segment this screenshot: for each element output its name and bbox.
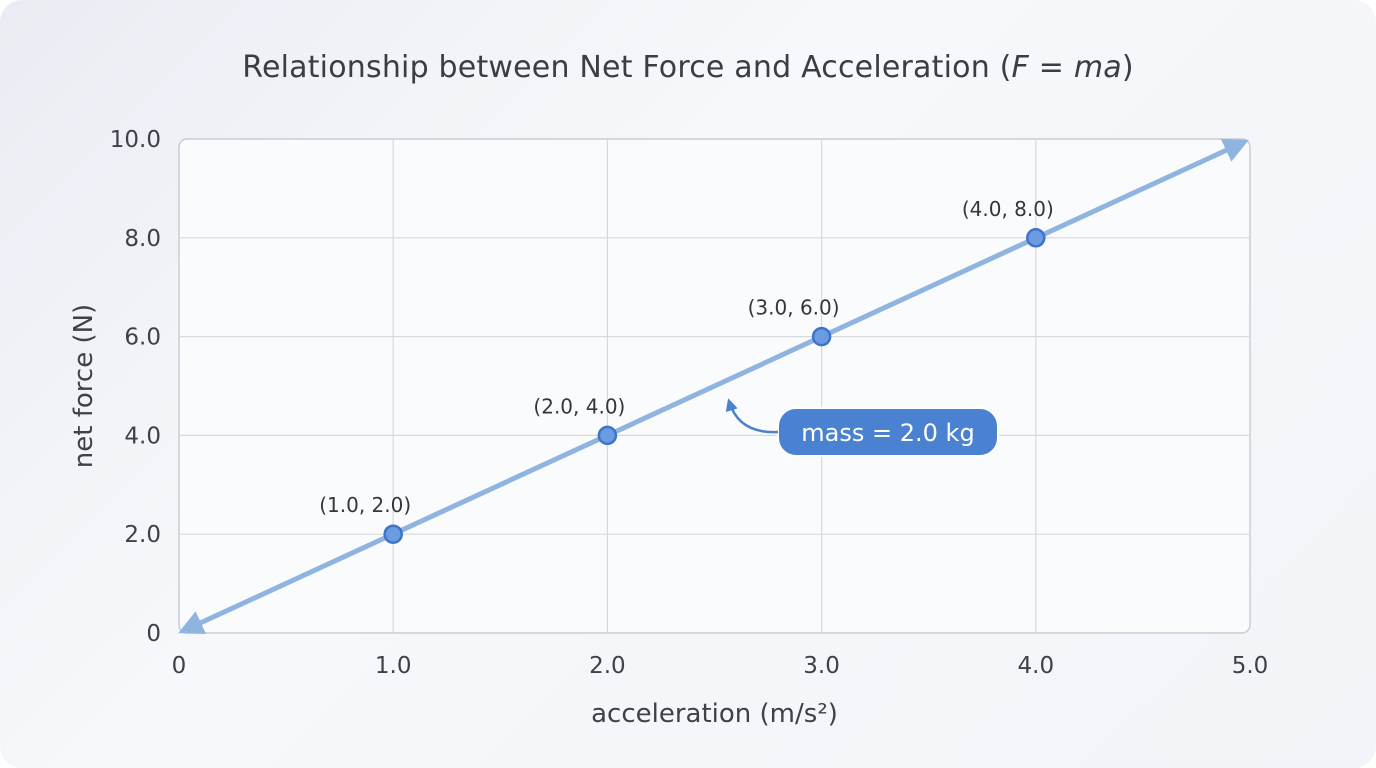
y-tick-label: 6.0 [124, 325, 161, 351]
data-point-marker [383, 524, 403, 544]
x-tick-labels: 0 1.0 2.0 3.0 4.0 5.0 [172, 653, 1269, 679]
x-tick-label: 2.0 [589, 653, 626, 679]
x-tick-label: 3.0 [803, 653, 840, 679]
data-point-label: (1.0, 2.0) [319, 493, 411, 517]
x-tick-label: 4.0 [1018, 653, 1055, 679]
y-tick-label: 10.0 [110, 127, 161, 153]
x-tick-label: 0 [172, 653, 187, 679]
y-tick-label: 0 [146, 621, 161, 647]
y-tick-label: 8.0 [124, 226, 161, 252]
x-tick-label: 5.0 [1232, 653, 1269, 679]
callout-text: mass = 2.0 kg [801, 419, 974, 447]
data-point-label: (4.0, 8.0) [962, 197, 1054, 221]
mass-callout: mass = 2.0 kg [725, 398, 999, 457]
data-point-label: (2.0, 4.0) [533, 394, 625, 418]
y-tick-label: 4.0 [124, 423, 161, 449]
data-point-marker [811, 326, 832, 347]
force-line [178, 138, 1249, 635]
data-point-marker [1026, 228, 1046, 248]
callout-arrow [725, 398, 779, 434]
data-point-marker [597, 425, 618, 446]
chart-title: Relationship between Net Force and Accel… [242, 50, 1134, 85]
y-tick-label: 2.0 [124, 522, 161, 548]
data-points: (1.0, 2.0) (2.0, 4.0) (3.0, 6.0) (4.0, 8.0) [319, 197, 1054, 544]
data-point-label: (3.0, 6.0) [748, 296, 840, 320]
y-tick-labels: 0 2.0 4.0 6.0 8.0 10.0 [110, 127, 161, 647]
x-tick-label: 1.0 [375, 653, 412, 679]
y-axis-title: net force (N) [69, 304, 99, 468]
x-axis-title: acceleration (m/s²) [591, 699, 838, 729]
